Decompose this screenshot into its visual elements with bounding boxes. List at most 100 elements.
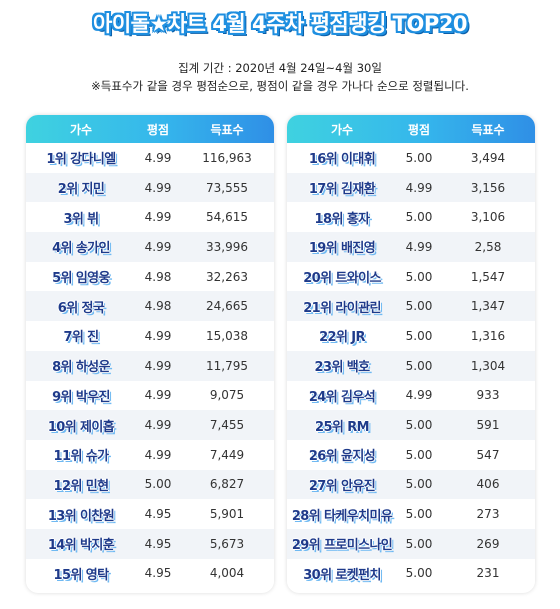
table-row: 26위 윤지성 5.00 547	[287, 439, 535, 470]
votes-value: 1,347	[470, 299, 506, 314]
table-row: 4위 송가인 4.99 33,996	[26, 232, 274, 262]
votes-value: 3,106	[470, 210, 506, 225]
table-row: 28위 타케우치미유 5.00 273	[287, 499, 535, 529]
rating-value: 4.99	[144, 180, 172, 195]
rating-value: 4.99	[144, 328, 172, 343]
table-header: 가수 평점 득표수	[287, 115, 535, 143]
votes-value: 73,555	[206, 180, 248, 195]
sorting-note: ※득표수가 같을 경우 평점순으로, 평점이 같을 경우 가나다 순으로 정렬됩…	[91, 79, 469, 93]
rating-value: 5.00	[144, 477, 172, 492]
rating-value: 4.99	[144, 239, 172, 254]
ranking-table-right: 가수 평점 득표수 16위 이대휘 5.00 3,494 17위 김재환 4.99 3,1…	[287, 115, 535, 593]
votes-value: 231	[476, 566, 500, 581]
singer-name: 12위 민현	[53, 478, 110, 494]
singer-name: 18위 홍자	[314, 211, 371, 227]
singer-name: 22위 JR	[319, 330, 365, 346]
rating-value: 4.99	[144, 210, 172, 225]
rating-value: 4.99	[144, 358, 172, 373]
singer-name: 15위 영탁	[53, 567, 110, 583]
table-row: 18위 홍자 5.00 3,106	[287, 202, 535, 233]
votes-value: 591	[476, 418, 500, 433]
rating-value: 5.00	[405, 507, 433, 522]
chart-title: 아이돌★차트 4월 4주차 평점랭킹 TOP20	[93, 12, 467, 36]
votes-value: 9,075	[209, 388, 245, 403]
singer-name: 24위 김우석	[308, 389, 376, 405]
singer-name: 23위 백호	[314, 360, 371, 376]
table-row: 3위 뷔 4.99 54,615	[26, 202, 274, 233]
rating-value: 4.99	[144, 418, 172, 433]
table-row: 23위 백호 5.00 1,304	[287, 350, 535, 381]
table-row: 2위 지민 4.99 73,555	[26, 172, 274, 203]
header-votes: 득표수	[210, 122, 244, 137]
rating-value: 4.98	[144, 299, 172, 314]
table-row: 22위 JR 5.00 1,316	[287, 321, 535, 351]
votes-value: 5,901	[209, 507, 245, 522]
singer-name: 4위 송가인	[52, 241, 110, 257]
rating-value: 4.98	[144, 269, 172, 284]
singer-name: 10위 제이홉	[47, 419, 115, 435]
singer-name: 28위 타케우치미유	[291, 508, 393, 524]
singer-name: 3위 뷔	[63, 211, 99, 227]
singer-name: 21위 라이관린	[303, 300, 381, 316]
table-row: 25위 RM 5.00 591	[287, 410, 535, 440]
rating-value: 4.99	[405, 180, 433, 195]
header-rating: 평점	[146, 122, 170, 137]
singer-name: 29위 프로미스나인	[291, 538, 393, 554]
singer-name: 5위 임영웅	[52, 271, 110, 287]
rating-value: 4.99	[144, 150, 172, 165]
votes-value: 33,996	[206, 239, 248, 254]
votes-value: 4,004	[209, 566, 245, 581]
table-row: 11위 슈가 4.99 7,449	[26, 439, 274, 470]
rating-value: 4.99	[405, 388, 433, 403]
votes-value: 1,316	[470, 328, 506, 343]
rating-value: 5.00	[405, 328, 433, 343]
rating-value: 5.00	[405, 566, 433, 581]
singer-name: 11위 슈가	[53, 449, 110, 465]
table-row: 5위 임영웅 4.98 32,263	[26, 261, 274, 292]
ranking-table-left: 가수 평점 득표수 1위 강다니엘 4.99 116,963 2위 지민 4.99 73,…	[26, 115, 274, 593]
table-row: 8위 하성운 4.99 11,795	[26, 350, 274, 381]
votes-value: 547	[476, 447, 500, 462]
table-row: 13위 이찬원 4.95 5,901	[26, 499, 274, 529]
header-singer: 가수	[69, 122, 93, 137]
table-row: 29위 프로미스나인 5.00 269	[287, 528, 535, 559]
header-rating: 평점	[407, 122, 431, 137]
votes-value: 54,615	[206, 210, 248, 225]
table-row: 17위 김재환 4.99 3,156	[287, 172, 535, 203]
votes-value: 5,673	[209, 536, 245, 551]
rating-value: 4.99	[144, 388, 172, 403]
header-singer: 가수	[330, 122, 354, 137]
votes-value: 24,665	[206, 299, 248, 314]
singer-name: 1위 강다니엘	[46, 152, 116, 168]
table-row: 9위 박우진 4.99 9,075	[26, 380, 274, 411]
rating-value: 4.99	[144, 447, 172, 462]
singer-name: 8위 하성운	[52, 360, 110, 376]
singer-name: 19위 배진영	[308, 241, 376, 257]
votes-value: 273	[476, 507, 500, 522]
rating-value: 5.00	[405, 358, 433, 373]
rating-value: 5.00	[405, 418, 433, 433]
votes-value: 1,547	[470, 269, 506, 284]
rating-value: 5.00	[405, 536, 433, 551]
votes-value: 7,455	[209, 418, 245, 433]
table-header: 가수 평점 득표수	[26, 115, 274, 143]
rating-value: 5.00	[405, 477, 433, 492]
table-row: 19위 배진영 4.99 2,58	[287, 232, 535, 262]
votes-value: 1,304	[470, 358, 506, 373]
table-row: 16위 이대휘 5.00 3,494	[287, 143, 535, 173]
table-row: 1위 강다니엘 4.99 116,963	[26, 143, 274, 173]
votes-value: 269	[476, 536, 500, 551]
rating-value: 4.95	[144, 566, 172, 581]
singer-name: 7위 진	[63, 330, 99, 346]
votes-value: 406	[476, 477, 500, 492]
table-row: 20위 트와이스 5.00 1,547	[287, 261, 535, 292]
singer-name: 26위 윤지성	[308, 449, 376, 465]
table-row: 30위 로켓펀치 5.00 231	[287, 558, 535, 589]
votes-value: 2,58	[474, 239, 502, 254]
table-row: 12위 민현 5.00 6,827	[26, 469, 274, 500]
table-body: 1위 강다니엘 4.99 116,963 2위 지민 4.99 73,555 3위 뷔 4.9…	[26, 143, 274, 589]
singer-name: 17위 김재환	[308, 182, 376, 198]
votes-value: 15,038	[206, 328, 248, 343]
singer-name: 27위 안유진	[308, 478, 376, 494]
table-row: 27위 안유진 5.00 406	[287, 469, 535, 500]
